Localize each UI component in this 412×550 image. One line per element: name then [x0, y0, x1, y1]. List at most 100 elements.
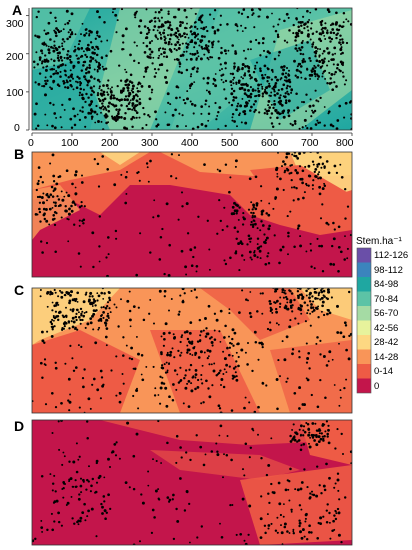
stem-point: [129, 325, 132, 328]
stem-point: [301, 528, 305, 532]
stem-point: [136, 87, 139, 90]
stem-point: [44, 54, 47, 57]
stem-point: [152, 56, 155, 59]
stem-point: [256, 243, 259, 246]
stem-point: [157, 488, 160, 491]
stem-point: [40, 330, 44, 334]
stem-point: [323, 26, 327, 30]
stem-point: [63, 294, 66, 297]
x-tick-label-700: 700: [301, 137, 319, 149]
stem-point: [286, 84, 289, 88]
stem-point: [302, 100, 306, 104]
stem-point: [320, 33, 323, 36]
stem-point: [251, 88, 255, 91]
stem-point: [183, 50, 186, 53]
stem-point: [308, 73, 312, 77]
stem-point: [83, 205, 86, 208]
stem-point: [175, 507, 178, 511]
stem-point: [121, 373, 124, 375]
stem-point: [203, 351, 206, 354]
stem-point: [44, 403, 48, 406]
panel-b-region-4: [100, 152, 140, 165]
stem-point: [200, 122, 204, 126]
stem-point: [192, 112, 195, 115]
stem-point: [108, 101, 111, 105]
stem-point: [117, 115, 121, 119]
stem-point: [242, 110, 245, 114]
stem-point: [294, 47, 297, 50]
stem-point: [50, 185, 54, 189]
stem-point: [253, 410, 257, 413]
stem-point: [207, 49, 210, 52]
stem-point: [248, 311, 252, 315]
stem-point: [350, 113, 352, 116]
stem-point: [294, 39, 297, 42]
stem-point: [308, 18, 311, 21]
stem-point: [53, 68, 56, 71]
stem-point: [311, 187, 314, 190]
stem-point: [63, 108, 66, 111]
stem-point: [274, 289, 278, 293]
stem-point: [257, 41, 261, 45]
stem-point: [161, 376, 164, 379]
stem-point: [321, 187, 325, 191]
stem-point: [314, 46, 318, 49]
stem-point: [334, 52, 337, 55]
stem-point: [60, 328, 64, 331]
stem-point: [43, 358, 47, 361]
stem-point: [83, 33, 87, 37]
stem-point: [286, 530, 289, 533]
stem-point: [265, 473, 269, 477]
stem-point: [187, 380, 191, 383]
panel-label-a: A: [12, 2, 23, 18]
stem-point: [75, 312, 78, 315]
stem-point: [126, 421, 130, 425]
stem-point: [222, 350, 225, 353]
stem-point: [217, 56, 221, 60]
stem-point: [300, 312, 303, 315]
stem-point: [69, 477, 73, 481]
stem-point: [100, 376, 104, 379]
stem-point: [177, 70, 181, 74]
stem-point: [114, 13, 118, 17]
stem-point: [106, 301, 110, 304]
stem-point: [267, 524, 271, 527]
stem-point: [243, 73, 247, 77]
stem-point: [76, 113, 79, 116]
stem-point: [69, 344, 72, 347]
stem-point: [298, 504, 302, 507]
stem-point: [326, 312, 329, 316]
stem-point: [84, 293, 88, 296]
stem-point: [341, 41, 345, 44]
stem-point: [89, 56, 93, 59]
stem-point: [323, 124, 326, 127]
stem-point: [115, 31, 118, 34]
stem-point: [98, 474, 102, 478]
x-tick-label-400: 400: [181, 137, 199, 149]
stem-point: [226, 346, 229, 350]
stem-point: [96, 162, 100, 166]
stem-point: [120, 8, 124, 11]
stem-point: [57, 54, 60, 57]
stem-point: [186, 43, 190, 46]
stem-point: [303, 27, 306, 30]
stem-point: [178, 112, 181, 115]
x-tick-label-600: 600: [261, 137, 279, 149]
stem-point: [323, 423, 326, 426]
stem-point: [181, 114, 184, 117]
stem-point: [90, 507, 94, 511]
stem-point: [51, 489, 54, 492]
stem-point: [248, 177, 252, 181]
stem-point: [195, 434, 198, 437]
stem-point: [266, 67, 270, 71]
panel-d-frame: [31, 419, 353, 546]
stem-point: [298, 524, 301, 528]
stem-point: [65, 169, 69, 173]
stem-point: [335, 36, 338, 40]
stem-point: [278, 18, 281, 21]
stem-point: [249, 446, 253, 450]
stem-point: [125, 344, 128, 347]
stem-point: [321, 304, 324, 308]
stem-point: [252, 203, 256, 207]
stem-point: [78, 77, 81, 80]
